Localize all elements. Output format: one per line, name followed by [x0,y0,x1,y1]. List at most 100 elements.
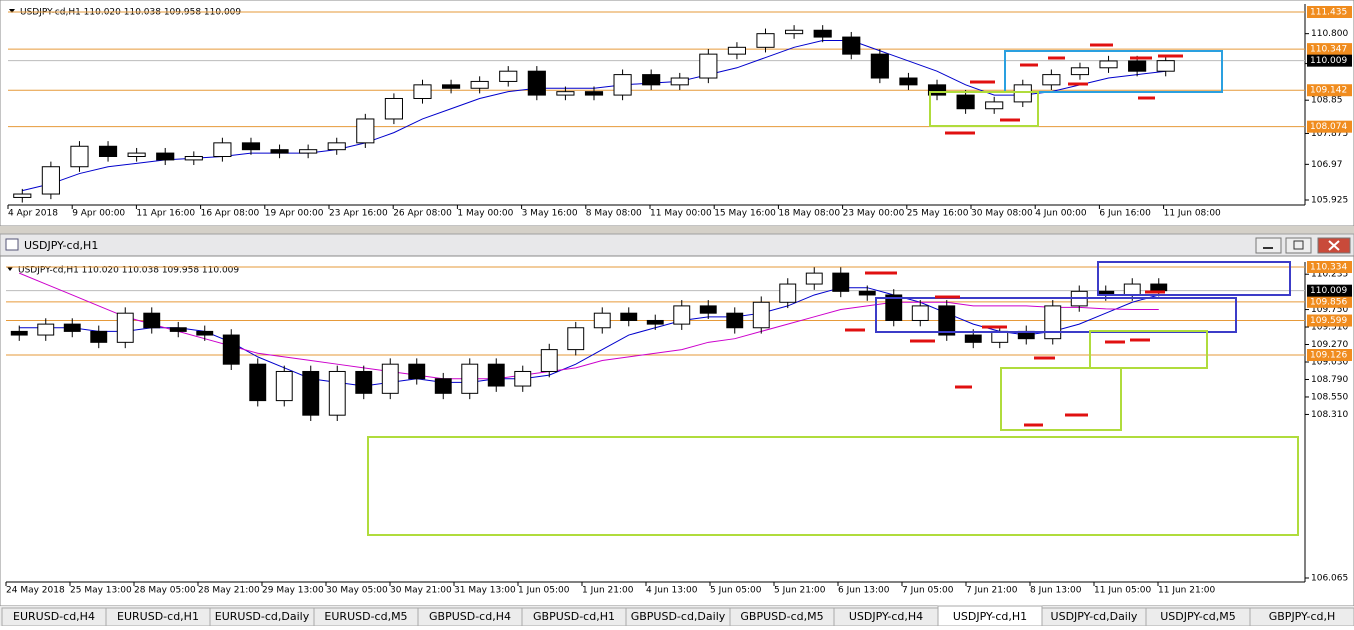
candle-body [355,370,373,394]
current-price-label: 110.009 [1310,56,1347,66]
candle-body [299,149,318,154]
x-tick-label: 26 Apr 08:00 [393,209,452,219]
x-tick-label: 4 Jun 00:00 [1035,209,1087,219]
tab-label: USDJPY-cd,H4 [849,610,923,623]
window-title: USDJPY-cd,H1 [24,239,98,252]
candle-body [63,323,81,332]
x-tick-label: 11 Jun 08:00 [1164,209,1221,219]
candle-body [779,283,797,303]
x-tick-label: 8 Jun 13:00 [1030,586,1082,596]
tab-label: EURUSD-cd,H1 [117,610,199,623]
x-tick-label: 28 May 05:00 [134,586,196,596]
candle-body [127,152,146,157]
x-tick-label: 23 May 00:00 [843,209,905,219]
candle-body [487,363,505,387]
candle-body [584,91,604,96]
candle-body [593,312,611,329]
box [1097,261,1291,296]
candle-body [646,319,664,325]
candle-body [567,327,585,351]
tab-label: USDJPY-cd,Daily [1051,610,1138,623]
candle-body [116,312,134,343]
candle-body [10,330,28,336]
level-tag [1307,314,1352,327]
tab-label: EURUSD-cd,Daily [215,610,310,623]
x-tick-label: 7 Jun 05:00 [902,586,954,596]
candle-body [514,370,532,387]
candle-body [756,33,775,48]
x-tick-label: 25 May 13:00 [70,586,132,596]
x-tick-label: 5 Jun 05:00 [710,586,762,596]
x-tick-label: 4 Jun 13:00 [646,586,698,596]
candle-body [90,330,108,343]
candle-body [927,84,947,96]
box [1004,50,1223,93]
header-arrow [7,267,13,271]
x-tick-label: 1 Jun 21:00 [582,586,634,596]
candle-body [327,142,346,151]
level-label: 109.142 [1310,86,1347,96]
y-tick-label: 110.800 [1311,29,1348,39]
candle-body [1044,305,1062,340]
x-tick-label: 23 Apr 16:00 [329,209,388,219]
x-tick-label: 24 May 2018 [6,586,65,596]
candle-body [870,53,889,79]
candle-body [1013,84,1032,103]
x-tick-label: 28 May 21:00 [198,586,260,596]
level-tag [1307,261,1352,273]
candle-body [727,46,747,55]
candle-body [356,118,375,144]
x-tick-label: 11 Jun 21:00 [1158,586,1215,596]
window-titlebar [0,233,1354,257]
x-tick-label: 30 May 21:00 [390,586,452,596]
x-tick-label: 15 May 16:00 [714,209,776,219]
x-tick-label: 11 Apr 16:00 [136,209,195,219]
tab-label: EURUSD-cd,M5 [324,610,407,623]
candle-body [408,363,426,380]
level-label: 110.334 [1310,263,1347,273]
maximize-button[interactable] [1285,237,1312,254]
x-tick-label: 18 May 08:00 [778,209,840,219]
minimize-button[interactable] [1255,237,1282,254]
candle-body [270,149,289,154]
y-tick-label: 109.030 [1311,357,1348,367]
annotations [367,43,1299,536]
candle-body [275,370,293,402]
candle-body [413,84,432,99]
x-tick-label: 11 May 00:00 [650,209,712,219]
candle-body [899,77,918,86]
level-label: 109.856 [1310,297,1347,307]
level-label: 109.126 [1310,351,1347,361]
y-tick-label: 108.85 [1311,96,1343,106]
candle-body [470,80,489,89]
candle-body [241,142,261,151]
x-tick-label: 5 Jun 21:00 [774,586,826,596]
candle-body [98,145,118,157]
level-label: 109.599 [1310,316,1347,326]
tab-label: GBPUSD-cd,M5 [740,610,823,623]
window-buttons[interactable] [1255,237,1351,254]
tab-label: USDJPY-cd,H1 [953,610,1027,623]
candle-body [911,305,929,321]
x-tick-label: 4 Apr 2018 [8,209,58,219]
candle-body [785,29,804,35]
candle-body [184,155,203,161]
x-tick-label: 7 Jun 21:00 [966,586,1018,596]
candle-body [156,152,175,161]
icon [1328,240,1340,251]
tab-label: GBPUSD-cd,H4 [429,610,511,623]
tab-label: GBPUSD-cd,Daily [631,610,726,623]
y-tick-label: 109.510 [1311,323,1348,333]
box [875,297,1237,333]
candle-body [1099,60,1118,69]
level-label: 108.074 [1310,122,1347,132]
level-tag [1307,43,1352,56]
y-tick-label: 108.310 [1311,410,1348,420]
candle-body [620,312,638,321]
box [367,436,1299,536]
x-tick-label: 16 Apr 08:00 [201,209,260,219]
y-tick-label: 107.875 [1311,129,1348,139]
candle-body [673,305,691,325]
candle-body [964,334,982,343]
candle-body [985,101,1004,110]
